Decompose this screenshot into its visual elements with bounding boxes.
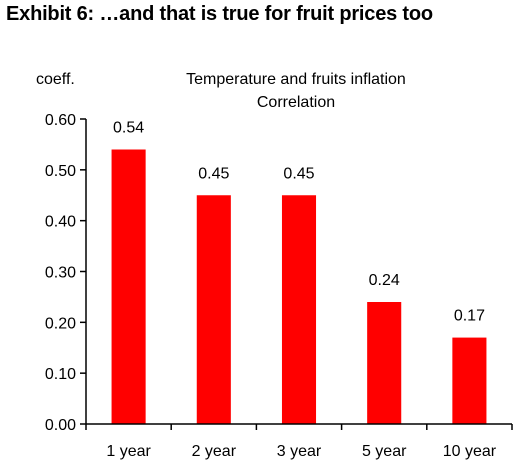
y-tick-label-0: 0.00 — [45, 417, 76, 434]
x-tick-label-1: 1 year — [106, 443, 151, 460]
y-tick-label-2: 0.20 — [45, 315, 76, 332]
y-tick-label-6: 0.60 — [45, 112, 76, 129]
y-axis-label: coeff. — [36, 71, 75, 88]
bar-5 — [452, 337, 487, 424]
bar-4 — [367, 302, 402, 424]
data-label-5: 0.17 — [454, 308, 485, 325]
y-tick-label-5: 0.50 — [45, 163, 76, 180]
y-tick-label-3: 0.30 — [45, 265, 76, 282]
data-label-3: 0.45 — [283, 165, 314, 182]
x-tick-label-5: 10 year — [443, 443, 497, 460]
x-tick-label-4: 5 year — [362, 443, 407, 460]
exhibit-title: Exhibit 6: …and that is true for fruit p… — [6, 3, 433, 25]
data-label-4: 0.24 — [369, 272, 400, 289]
data-label-1: 0.54 — [113, 120, 144, 137]
data-label-2: 0.45 — [198, 165, 229, 182]
x-tick-label-3: 3 year — [277, 443, 322, 460]
y-tick-label-4: 0.40 — [45, 214, 76, 231]
y-tick-label-1: 0.10 — [45, 366, 76, 383]
chart-title: Temperature and fruits inflation — [186, 71, 406, 88]
bar-2 — [196, 195, 231, 424]
bar-3 — [281, 195, 317, 424]
bar-1 — [111, 149, 146, 424]
x-tick-label-2: 2 year — [192, 443, 237, 460]
chart-subtitle: Correlation — [257, 94, 335, 111]
